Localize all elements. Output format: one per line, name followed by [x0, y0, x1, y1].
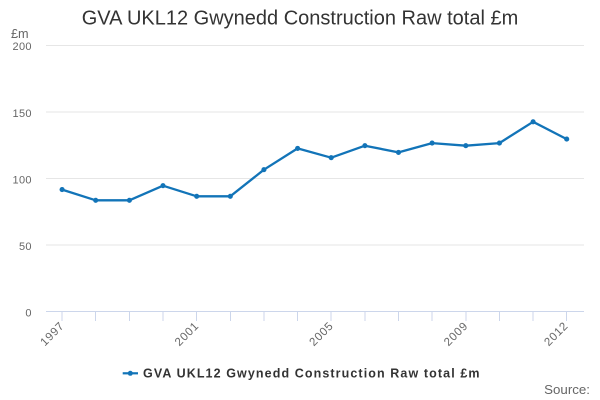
svg-text:0: 0	[25, 307, 31, 319]
svg-text:50: 50	[19, 241, 32, 253]
svg-text:£m: £m	[11, 27, 29, 41]
svg-text:GVA UKL12 Gwynedd Construction: GVA UKL12 Gwynedd Construction Raw total…	[143, 367, 481, 381]
svg-text:Source:: Source:	[544, 382, 590, 397]
svg-text:100: 100	[13, 174, 32, 186]
svg-text:GVA UKL12 Gwynedd Construction: GVA UKL12 Gwynedd Construction Raw total…	[82, 8, 519, 30]
svg-text:200: 200	[13, 41, 32, 53]
svg-text:150: 150	[13, 108, 32, 120]
